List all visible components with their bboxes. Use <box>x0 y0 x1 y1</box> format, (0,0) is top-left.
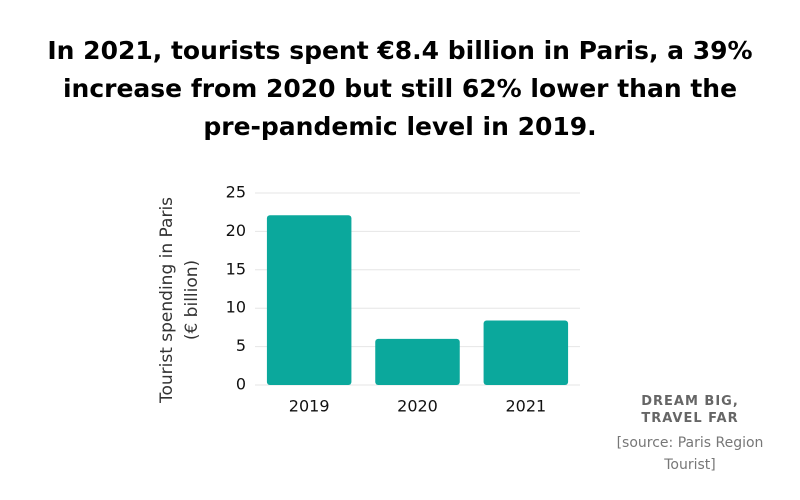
bar <box>375 338 460 385</box>
y-tick-label: 15 <box>226 259 246 278</box>
x-tick-label: 2021 <box>505 397 546 416</box>
x-tick-label: 2020 <box>397 397 438 416</box>
y-tick-label: 10 <box>226 298 246 317</box>
bar <box>483 320 569 385</box>
source-annotation: [source: Paris Region Tourist] <box>616 435 764 473</box>
y-axis-label: Tourist spending in Paris <box>157 197 177 404</box>
chart-title: In 2021, tourists spent €8.4 billion in … <box>47 36 753 141</box>
bar <box>266 215 352 385</box>
y-tick-label: 20 <box>226 221 246 240</box>
y-tick-label: 5 <box>236 336 246 355</box>
y-tick-label: 0 <box>236 375 246 394</box>
x-tick-label: 2019 <box>289 397 330 416</box>
y-axis-label: (€ billion) <box>182 260 202 340</box>
y-tick-label: 25 <box>226 183 246 202</box>
brand-annotation: DREAM BIG, TRAVEL FAR <box>641 394 739 426</box>
